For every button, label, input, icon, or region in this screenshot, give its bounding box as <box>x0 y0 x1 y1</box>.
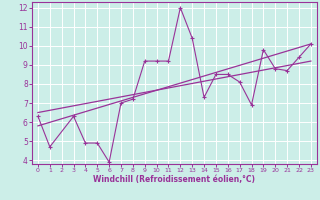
X-axis label: Windchill (Refroidissement éolien,°C): Windchill (Refroidissement éolien,°C) <box>93 175 255 184</box>
